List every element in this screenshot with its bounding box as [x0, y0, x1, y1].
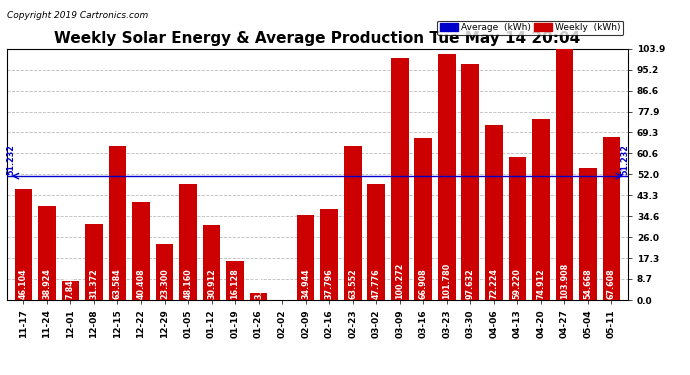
Bar: [485, 125, 502, 300]
Text: 59.220: 59.220: [513, 268, 522, 299]
Bar: [38, 206, 56, 300]
Bar: [179, 183, 197, 300]
Text: Copyright 2019 Cartronics.com: Copyright 2019 Cartronics.com: [7, 11, 148, 20]
Text: 51.232: 51.232: [620, 144, 629, 175]
Bar: [61, 281, 79, 300]
Text: 40.408: 40.408: [137, 268, 146, 299]
Text: 54.668: 54.668: [584, 268, 593, 299]
Bar: [320, 209, 338, 300]
Text: 38.924: 38.924: [42, 268, 51, 299]
Bar: [250, 293, 268, 300]
Bar: [602, 136, 620, 300]
Text: 46.104: 46.104: [19, 268, 28, 299]
Bar: [555, 49, 573, 300]
Text: 63.584: 63.584: [113, 268, 122, 299]
Bar: [415, 138, 432, 300]
Bar: [85, 224, 103, 300]
Text: 16.128: 16.128: [230, 268, 239, 299]
Bar: [391, 57, 408, 300]
Text: 7.840: 7.840: [66, 273, 75, 299]
Bar: [532, 119, 550, 300]
Bar: [297, 216, 315, 300]
Text: 63.552: 63.552: [348, 268, 357, 299]
Bar: [367, 184, 385, 300]
Text: 23.300: 23.300: [160, 268, 169, 299]
Bar: [14, 189, 32, 300]
Text: 101.780: 101.780: [442, 262, 451, 299]
Text: 66.908: 66.908: [419, 268, 428, 299]
Bar: [108, 146, 126, 300]
Text: 100.272: 100.272: [395, 262, 404, 299]
Bar: [226, 261, 244, 300]
Text: 67.608: 67.608: [607, 268, 616, 299]
Bar: [509, 157, 526, 300]
Text: 31.372: 31.372: [90, 268, 99, 299]
Bar: [438, 54, 455, 300]
Bar: [203, 225, 220, 300]
Bar: [156, 244, 173, 300]
Text: 103.908: 103.908: [560, 262, 569, 299]
Bar: [579, 168, 597, 300]
Legend: Average  (kWh), Weekly  (kWh): Average (kWh), Weekly (kWh): [437, 21, 623, 35]
Text: 48.160: 48.160: [184, 268, 193, 299]
Bar: [132, 202, 150, 300]
Text: 97.632: 97.632: [466, 268, 475, 299]
Text: 3.012: 3.012: [254, 273, 263, 299]
Text: 34.944: 34.944: [301, 268, 310, 299]
Text: 72.224: 72.224: [489, 268, 498, 299]
Text: 51.232: 51.232: [6, 144, 15, 175]
Text: 37.796: 37.796: [325, 268, 334, 299]
Bar: [344, 146, 362, 300]
Text: 30.912: 30.912: [207, 268, 216, 299]
Text: 47.776: 47.776: [372, 268, 381, 299]
Text: 74.912: 74.912: [536, 268, 545, 299]
Title: Weekly Solar Energy & Average Production Tue May 14 20:04: Weekly Solar Energy & Average Production…: [55, 31, 580, 46]
Bar: [462, 64, 479, 300]
